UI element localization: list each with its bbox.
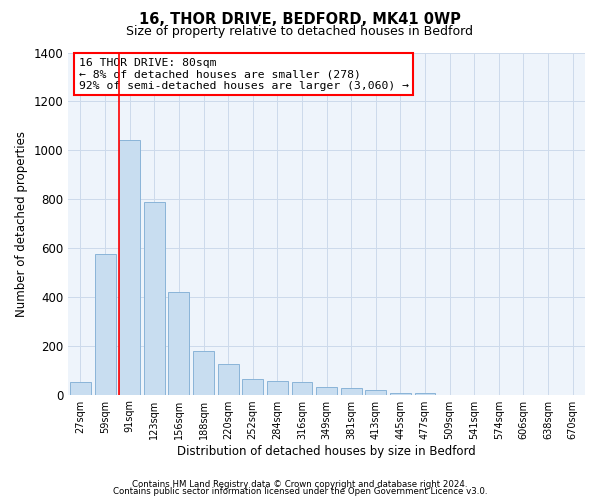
Text: Contains HM Land Registry data © Crown copyright and database right 2024.: Contains HM Land Registry data © Crown c… (132, 480, 468, 489)
Bar (70, 382, 91, 394)
Bar (193, 350, 214, 395)
Bar (390, 392, 411, 394)
Bar (169, 292, 190, 394)
Text: 16, THOR DRIVE, BEDFORD, MK41 0WP: 16, THOR DRIVE, BEDFORD, MK41 0WP (139, 12, 461, 28)
Bar (144, 202, 165, 394)
Bar (267, 381, 288, 394)
Bar (365, 390, 386, 394)
X-axis label: Distribution of detached houses by size in Bedford: Distribution of detached houses by size … (177, 444, 476, 458)
Text: 16 THOR DRIVE: 80sqm
← 8% of detached houses are smaller (278)
92% of semi-detac: 16 THOR DRIVE: 80sqm ← 8% of detached ho… (79, 58, 409, 91)
Text: Contains public sector information licensed under the Open Government Licence v3: Contains public sector information licen… (113, 487, 487, 496)
Bar (119, 140, 140, 394)
Y-axis label: Number of detached properties: Number of detached properties (15, 130, 28, 316)
Bar (242, 380, 263, 394)
Bar (341, 388, 362, 394)
Text: Size of property relative to detached houses in Bedford: Size of property relative to detached ho… (127, 25, 473, 38)
Bar (95, 254, 116, 394)
Bar (316, 388, 337, 394)
Bar (292, 382, 313, 394)
Bar (218, 364, 239, 394)
